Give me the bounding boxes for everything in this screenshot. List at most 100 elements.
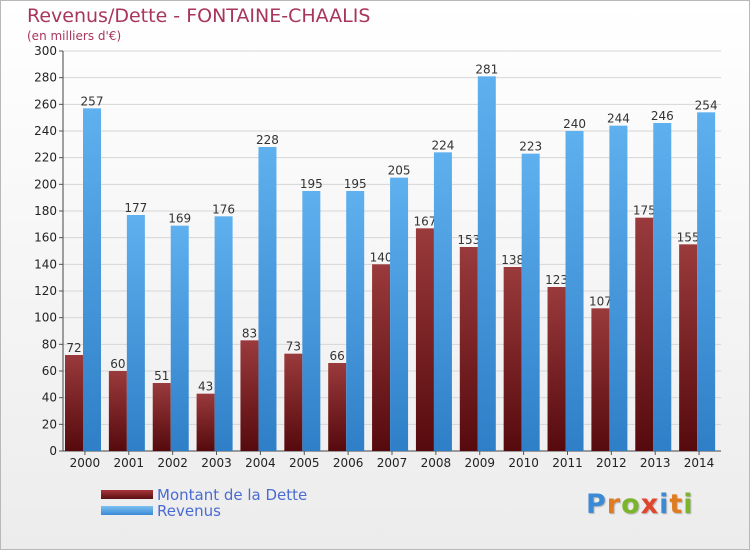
bar-dette-label: 140 [370, 250, 393, 264]
y-tick-label: 240 [34, 124, 57, 138]
bar-dette [65, 355, 83, 451]
logo-letter: o [621, 489, 641, 520]
bar-dette-label: 51 [154, 369, 169, 383]
bar-revenus [390, 177, 409, 451]
bar-revenus [697, 112, 716, 451]
plot-area: 0 20 40 60 80 100 120 140 160 180 200 220 240 260 280 3… [34, 44, 721, 470]
y-tick-label: 200 [34, 177, 57, 191]
y-tick-label: 100 [34, 311, 57, 325]
x-tick-label: 2009 [464, 456, 495, 470]
bar-dette [328, 363, 347, 451]
x-tick-label: 2007 [377, 456, 408, 470]
bar-revenus-label: 228 [256, 133, 279, 147]
y-tick-label: 0 [49, 444, 57, 458]
bar-revenus [214, 216, 233, 451]
bar-revenus [653, 123, 672, 451]
y-tick-label: 60 [42, 364, 57, 378]
y-tick-label: 120 [34, 284, 57, 298]
x-tick-label: 2014 [684, 456, 715, 470]
bar-revenus-label: 205 [388, 164, 411, 178]
bar-revenus-label: 223 [519, 140, 542, 154]
bar-dette [240, 340, 259, 451]
bar-revenus [126, 215, 145, 451]
logo-letter: t [669, 489, 684, 520]
y-tick-label: 180 [34, 204, 57, 218]
bar-revenus [302, 191, 321, 451]
bar-revenus-label: 224 [431, 138, 454, 152]
logo-letter: r [606, 489, 622, 520]
bar-revenus-label: 281 [475, 62, 498, 76]
y-tick-label: 20 [42, 417, 57, 431]
y-tick-label: 280 [34, 71, 57, 85]
bar-revenus-label: 176 [212, 202, 235, 216]
x-tick-label: 2008 [421, 456, 452, 470]
y-tick-label: 160 [34, 231, 57, 245]
chart-title: Revenus/Dette - FONTAINE-CHAALIS [27, 5, 371, 27]
x-tick-label: 2002 [157, 456, 188, 470]
bar-dette-label: 83 [242, 326, 257, 340]
bar-dette-label: 43 [198, 380, 213, 394]
bar-revenus [83, 108, 101, 451]
bar-dette [503, 267, 522, 451]
bar-dette-label: 107 [589, 294, 612, 308]
bar-revenus-label: 195 [344, 177, 367, 191]
x-tick-label: 2005 [289, 456, 320, 470]
bar-dette [459, 247, 478, 451]
bar-revenus-label: 169 [168, 212, 191, 226]
bar-dette-label: 175 [633, 204, 656, 218]
x-tick-label: 2010 [508, 456, 539, 470]
bar-dette [547, 287, 566, 451]
bar-revenus [565, 131, 584, 451]
bar-dette [372, 264, 391, 451]
y-tick-label: 260 [34, 97, 57, 111]
x-tick-label: 2001 [114, 456, 145, 470]
bar-dette-label: 60 [110, 357, 125, 371]
y-tick-label: 140 [34, 257, 57, 271]
logo-letter: x [640, 489, 660, 520]
bar-revenus [477, 76, 496, 451]
bar-dette-label: 72 [66, 341, 81, 355]
y-tick-label: 220 [34, 151, 57, 165]
bar-revenus [609, 125, 628, 452]
bar-revenus-label: 246 [651, 109, 674, 123]
legend-label-revenus: Revenus [157, 502, 221, 520]
x-tick-label: 2006 [333, 456, 364, 470]
bar-dette [284, 353, 303, 451]
bar-dette [108, 371, 127, 451]
logo-letter: i [683, 489, 694, 520]
bar-revenus [521, 153, 540, 451]
bar-dette-label: 73 [286, 340, 301, 354]
bar-revenus-label: 254 [695, 98, 718, 112]
bar-dette [635, 217, 654, 451]
bar-dette [415, 228, 434, 451]
proxiti-logo: Proxiti [586, 489, 694, 520]
bar-revenus [346, 191, 365, 451]
x-tick-label: 2013 [640, 456, 671, 470]
legend-swatch-dette [101, 490, 153, 499]
bar-dette-label: 167 [413, 214, 436, 228]
x-tick-label: 2011 [552, 456, 583, 470]
y-tick-label: 80 [42, 337, 57, 351]
bar-revenus-label: 177 [124, 201, 147, 215]
bar-revenus [258, 147, 277, 451]
bar-dette [196, 393, 215, 451]
logo-letter: i [659, 489, 670, 520]
x-tick-label: 2012 [596, 456, 627, 470]
bar-revenus-label: 257 [81, 94, 104, 108]
bar-revenus [170, 225, 189, 451]
bar-dette [591, 308, 610, 451]
bar-revenus [433, 152, 452, 452]
x-tick-label: 2000 [70, 456, 101, 470]
bar-dette-label: 153 [457, 233, 480, 247]
bar-dette-label: 138 [501, 253, 524, 267]
bar-dette-label: 66 [330, 349, 345, 363]
bar-dette [152, 383, 171, 451]
x-tick-label: 2003 [201, 456, 232, 470]
bar-dette [679, 244, 698, 451]
y-tick-label: 40 [42, 391, 57, 405]
bar-dette-label: 155 [677, 230, 700, 244]
bar-revenus-label: 195 [300, 177, 323, 191]
chart-subtitle: (en milliers d'€) [27, 29, 122, 43]
legend-label-dette: Montant de la Dette [157, 486, 308, 504]
bar-dette-label: 123 [545, 273, 568, 287]
